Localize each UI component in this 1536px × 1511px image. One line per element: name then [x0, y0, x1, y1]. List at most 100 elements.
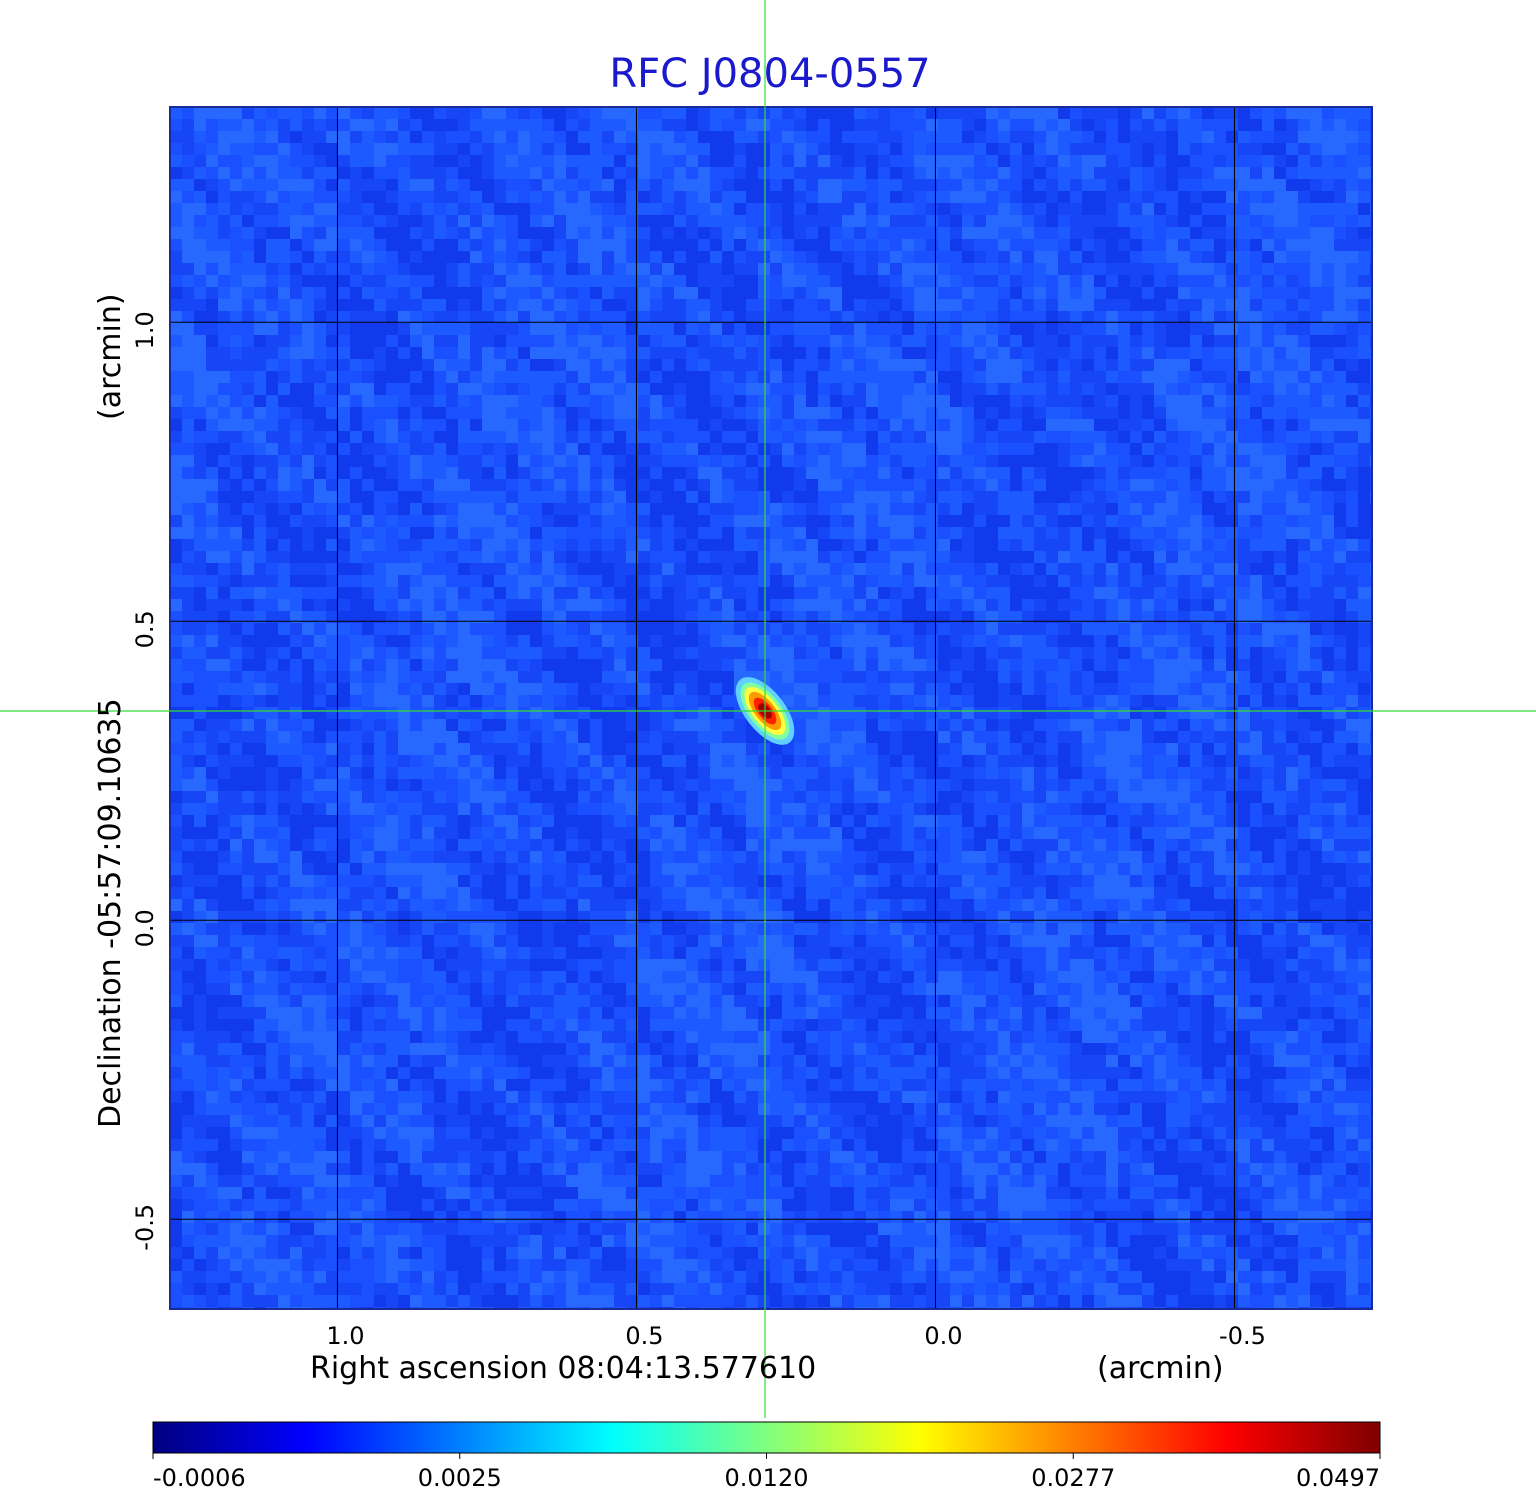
- map-pixel: [698, 767, 710, 779]
- map-pixel: [554, 815, 566, 827]
- map-pixel: [758, 671, 770, 683]
- map-pixel: [530, 491, 542, 503]
- map-pixel: [986, 467, 998, 479]
- map-pixel: [1022, 815, 1034, 827]
- map-pixel: [902, 743, 914, 755]
- map-pixel: [770, 467, 782, 479]
- map-pixel: [1358, 107, 1370, 119]
- map-pixel: [1202, 455, 1214, 467]
- map-pixel: [398, 443, 410, 455]
- map-pixel: [890, 743, 902, 755]
- map-pixel: [290, 743, 302, 755]
- map-pixel: [614, 839, 626, 851]
- map-pixel: [782, 671, 794, 683]
- map-pixel: [650, 503, 662, 515]
- map-pixel: [194, 467, 206, 479]
- map-pixel: [482, 371, 494, 383]
- map-pixel: [794, 815, 806, 827]
- map-pixel: [422, 263, 434, 275]
- map-pixel: [950, 491, 962, 503]
- map-pixel: [230, 335, 242, 347]
- map-pixel: [962, 227, 974, 239]
- map-pixel: [1154, 719, 1166, 731]
- map-pixel: [686, 407, 698, 419]
- map-pixel: [782, 419, 794, 431]
- map-pixel: [1358, 227, 1370, 239]
- map-pixel: [482, 347, 494, 359]
- map-pixel: [662, 443, 674, 455]
- map-pixel: [1046, 839, 1058, 851]
- map-pixel: [326, 155, 338, 167]
- map-pixel: [1130, 755, 1142, 767]
- map-pixel: [914, 731, 926, 743]
- map-pixel: [566, 167, 578, 179]
- map-pixel: [410, 167, 422, 179]
- map-pixel: [722, 227, 734, 239]
- map-pixel: [674, 239, 686, 251]
- map-pixel: [782, 179, 794, 191]
- map-pixel: [890, 203, 902, 215]
- map-pixel: [194, 767, 206, 779]
- map-pixel: [638, 563, 650, 575]
- map-pixel: [1046, 791, 1058, 803]
- map-pixel: [902, 323, 914, 335]
- map-pixel: [698, 251, 710, 263]
- map-pixel: [266, 515, 278, 527]
- map-pixel: [950, 707, 962, 719]
- map-pixel: [746, 239, 758, 251]
- map-pixel: [866, 827, 878, 839]
- map-pixel: [794, 131, 806, 143]
- map-pixel: [1082, 119, 1094, 131]
- map-pixel: [1334, 107, 1346, 119]
- map-pixel: [890, 143, 902, 155]
- map-pixel: [278, 179, 290, 191]
- map-pixel: [1058, 347, 1070, 359]
- map-pixel: [398, 119, 410, 131]
- map-pixel: [662, 467, 674, 479]
- map-pixel: [1178, 839, 1190, 851]
- map-pixel: [806, 515, 818, 527]
- map-pixel: [1106, 191, 1118, 203]
- map-pixel: [278, 863, 290, 875]
- map-pixel: [1214, 851, 1226, 863]
- map-pixel: [1130, 623, 1142, 635]
- map-pixel: [326, 539, 338, 551]
- map-pixel: [794, 647, 806, 659]
- map-pixel: [326, 551, 338, 563]
- map-pixel: [902, 239, 914, 251]
- map-pixel: [386, 791, 398, 803]
- map-pixel: [1010, 707, 1022, 719]
- map-pixel: [566, 635, 578, 647]
- map-pixel: [1070, 575, 1082, 587]
- map-pixel: [1298, 143, 1310, 155]
- map-pixel: [434, 491, 446, 503]
- map-pixel: [614, 635, 626, 647]
- map-pixel: [374, 767, 386, 779]
- map-pixel: [758, 827, 770, 839]
- map-pixel: [1130, 359, 1142, 371]
- map-pixel: [1214, 335, 1226, 347]
- map-pixel: [650, 347, 662, 359]
- map-pixel: [1034, 767, 1046, 779]
- map-pixel: [1142, 407, 1154, 419]
- map-pixel: [1166, 623, 1178, 635]
- map-pixel: [854, 155, 866, 167]
- map-pixel: [374, 683, 386, 695]
- map-pixel: [1034, 491, 1046, 503]
- map-pixel: [1334, 839, 1346, 851]
- map-pixel: [170, 803, 182, 815]
- map-pixel: [1238, 755, 1250, 767]
- map-pixel: [974, 407, 986, 419]
- map-pixel: [974, 635, 986, 647]
- map-pixel: [1310, 707, 1322, 719]
- map-pixel: [986, 419, 998, 431]
- map-pixel: [1142, 839, 1154, 851]
- map-pixel: [974, 227, 986, 239]
- map-pixel: [458, 263, 470, 275]
- map-pixel: [518, 203, 530, 215]
- map-pixel: [458, 155, 470, 167]
- map-pixel: [686, 599, 698, 611]
- map-pixel: [818, 647, 830, 659]
- map-pixel: [242, 515, 254, 527]
- map-pixel: [482, 203, 494, 215]
